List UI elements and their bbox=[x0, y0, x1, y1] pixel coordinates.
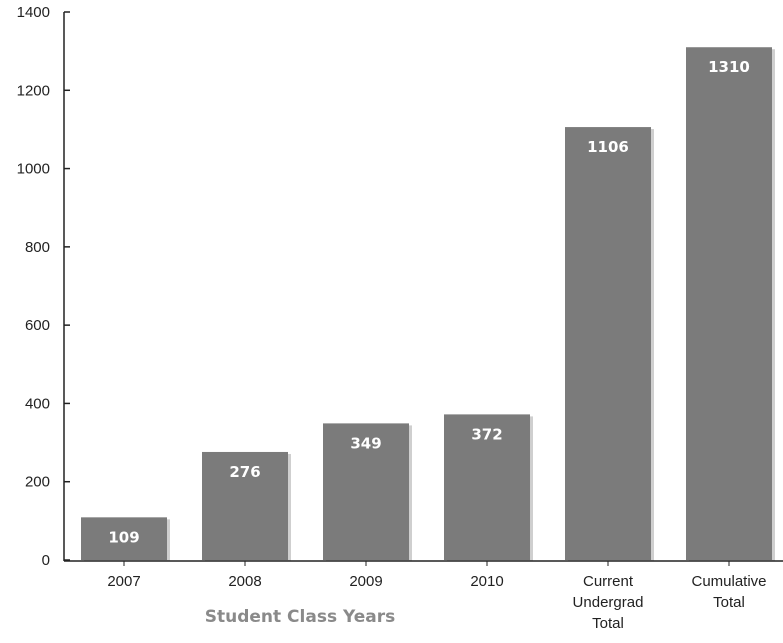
bar bbox=[444, 414, 530, 560]
bar-value-label: 276 bbox=[229, 463, 260, 481]
x-axis-title: Student Class Years bbox=[205, 607, 396, 627]
bar bbox=[565, 127, 651, 560]
x-tick-label-line: Cumulative bbox=[691, 573, 766, 590]
x-tick-label: 2010 bbox=[470, 573, 503, 590]
bar bbox=[81, 517, 167, 560]
x-tick-label-line: 2007 bbox=[107, 573, 140, 590]
x-tick-label-line: 2009 bbox=[349, 573, 382, 590]
y-tick-label: 1000 bbox=[17, 161, 50, 178]
x-tick-label: 2009 bbox=[349, 573, 382, 590]
y-tick-label: 1400 bbox=[17, 4, 50, 21]
bar bbox=[202, 451, 288, 560]
bar-value-label: 109 bbox=[108, 528, 139, 546]
bar-value-label: 1310 bbox=[708, 58, 750, 76]
y-tick-label: 400 bbox=[25, 395, 50, 412]
x-tick-label: 2008 bbox=[228, 573, 261, 590]
y-tick-label: 200 bbox=[25, 474, 50, 491]
y-tick-label: 0 bbox=[42, 552, 50, 569]
x-tick-label-line: Current bbox=[583, 573, 634, 590]
bar bbox=[686, 47, 772, 560]
y-axis: 0 200 400 600 800 1000 1200 1400 bbox=[17, 4, 70, 569]
bar bbox=[323, 423, 409, 560]
bar-value-label: 372 bbox=[471, 425, 502, 443]
bar-value-label: 1106 bbox=[587, 138, 629, 156]
x-tick-label: Cumulative Total bbox=[691, 573, 766, 611]
bars: 109 276 349 372 1106 1310 bbox=[81, 47, 775, 561]
x-axis: 2007 2008 2009 2010 Current Undergrad TotalCum… bbox=[64, 560, 783, 632]
y-tick-label: 1200 bbox=[17, 82, 50, 99]
y-tick-label: 800 bbox=[25, 239, 50, 256]
x-tick-label-line: Total bbox=[592, 615, 624, 632]
y-tick-label: 600 bbox=[25, 317, 50, 334]
x-tick-label-line: 2008 bbox=[228, 573, 261, 590]
bar-value-label: 349 bbox=[350, 434, 381, 452]
x-tick-label-line: Undergrad bbox=[573, 594, 644, 611]
x-tick-label-line: 2010 bbox=[470, 573, 503, 590]
x-tick-label-line: Total bbox=[713, 594, 745, 611]
x-tick-label: Current Undergrad Total bbox=[573, 573, 644, 632]
x-tick-label: 2007 bbox=[107, 573, 140, 590]
